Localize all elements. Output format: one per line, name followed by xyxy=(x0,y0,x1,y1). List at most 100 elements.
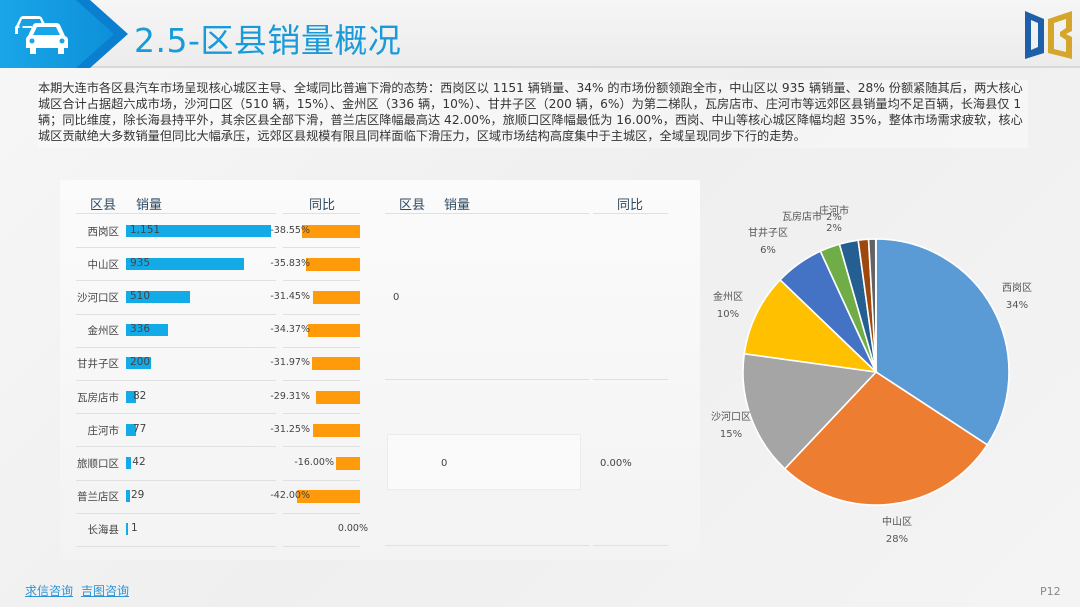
pie-data-label: 金州区 10% xyxy=(713,289,743,323)
divider xyxy=(76,546,276,547)
divider xyxy=(385,379,589,380)
divider xyxy=(283,512,360,514)
sales-value: 82 xyxy=(133,389,147,402)
pie-label-percent: 10% xyxy=(716,309,740,320)
divider xyxy=(283,247,360,249)
divider xyxy=(593,545,668,546)
yoy-bar xyxy=(297,490,360,504)
sales-bar xyxy=(126,357,152,370)
header-district: 区县 xyxy=(399,198,426,213)
yoy-value: -31.97% xyxy=(270,357,310,369)
divider xyxy=(283,380,360,381)
header-sales: 销量 xyxy=(444,198,471,213)
divider xyxy=(593,213,668,214)
district-name: 甘井子区 xyxy=(77,358,119,371)
empty-sales-value: 0 xyxy=(393,292,400,303)
pie-label-name: 甘井子区 xyxy=(748,228,788,239)
district-name: 西岗区 xyxy=(87,225,120,238)
sales-bar xyxy=(126,457,132,469)
sales-bar xyxy=(126,291,191,303)
pie-label-name: 庄河市 xyxy=(819,206,849,217)
divider xyxy=(283,413,360,415)
divider xyxy=(283,346,360,348)
divider xyxy=(76,213,276,214)
sales-value: 77 xyxy=(133,422,147,435)
sales-bar xyxy=(126,224,271,237)
pie-data-label: 瓦房店市 2% xyxy=(782,209,842,226)
district-name: 长海县 xyxy=(87,524,120,537)
pie-label-percent: 2% xyxy=(826,223,842,234)
empty-row-sales: 0 xyxy=(441,458,448,469)
divider xyxy=(76,479,276,481)
divider xyxy=(283,446,360,448)
empty-row-yoy: 0.00% xyxy=(600,458,632,469)
yoy-bar xyxy=(316,390,360,404)
yoy-bar xyxy=(336,457,360,470)
pie-label-percent: 2% xyxy=(826,212,842,223)
sales-bar xyxy=(126,490,130,503)
sales-value: 510 xyxy=(130,290,151,302)
sales-value: 1 xyxy=(131,522,138,535)
district-name: 旅顺口区 xyxy=(77,458,119,470)
yoy-bar xyxy=(302,224,360,238)
pie-label-percent: 6% xyxy=(760,245,776,256)
pie-data-label: 西岗区 34% xyxy=(1002,280,1032,314)
page-title: 2.5-区县销量概况 xyxy=(134,21,402,60)
footer-link-qiuxin[interactable]: 求信咨询 xyxy=(25,584,74,598)
divider xyxy=(283,479,360,481)
pie-label-name: 瓦房店市 xyxy=(782,212,822,223)
header-district: 区县 xyxy=(90,198,117,213)
empty-row-box xyxy=(387,434,581,490)
footer-link-jitu[interactable]: 吉图咨询 xyxy=(81,584,130,598)
yoy-value: -34.37% xyxy=(270,324,310,336)
sales-value: 935 xyxy=(130,256,151,269)
header-yoy: 同比 xyxy=(617,198,644,213)
district-name: 中山区 xyxy=(87,258,120,271)
table-panel xyxy=(60,180,700,560)
yoy-bar xyxy=(312,357,360,371)
pie-slice xyxy=(783,370,989,506)
sales-value: 29 xyxy=(131,489,145,502)
divider xyxy=(385,545,589,546)
pie-slice xyxy=(743,278,879,374)
pie-data-label: 沙河口区 15% xyxy=(711,409,751,443)
yoy-value: -31.45% xyxy=(270,291,310,302)
district-name: 瓦房店市 xyxy=(77,391,119,404)
pie-label-percent: 15% xyxy=(719,429,743,440)
yoy-bar xyxy=(306,257,360,271)
sales-value: 336 xyxy=(130,323,151,336)
yoy-value: -38.55% xyxy=(270,224,310,236)
divider xyxy=(76,247,276,249)
car-icon xyxy=(15,16,68,54)
summary-text: 本期大连市各区县汽车市场呈现核心城区主导、全域同比普遍下滑的态势：西岗区以 11… xyxy=(38,80,1028,148)
header-yoy: 同比 xyxy=(309,198,336,213)
sales-bar xyxy=(126,257,244,270)
page-number: P12 xyxy=(1040,585,1061,598)
pie-slice xyxy=(742,352,878,470)
sales-bar xyxy=(126,324,169,337)
yoy-value: -35.83% xyxy=(270,257,310,269)
district-name: 普兰店区 xyxy=(77,491,119,504)
divider xyxy=(283,546,360,547)
yoy-value: -42.00% xyxy=(270,490,310,502)
db-logo-icon xyxy=(1025,11,1072,59)
yoy-value: 0.00% xyxy=(337,523,368,535)
yoy-value: -31.25% xyxy=(270,423,310,435)
yoy-bar xyxy=(313,423,360,437)
divider xyxy=(283,313,360,315)
divider xyxy=(76,380,276,381)
divider xyxy=(283,213,360,214)
sales-value: 1,151 xyxy=(130,223,161,236)
pie-chart xyxy=(742,238,1010,506)
yoy-value: -29.31% xyxy=(270,390,310,402)
district-name: 庄河市 xyxy=(87,424,120,437)
sales-value: 42 xyxy=(132,456,146,468)
pie-data-label: 庄河市 2% xyxy=(819,203,849,237)
pie-data-label: 甘井子区 6% xyxy=(748,225,788,259)
district-name: 金州区 xyxy=(87,325,120,338)
pie-label-percent: 28% xyxy=(885,534,909,545)
divider xyxy=(76,313,276,315)
divider xyxy=(283,280,360,282)
header-sales: 销量 xyxy=(136,198,163,213)
district-name: 沙河口区 xyxy=(77,292,119,304)
